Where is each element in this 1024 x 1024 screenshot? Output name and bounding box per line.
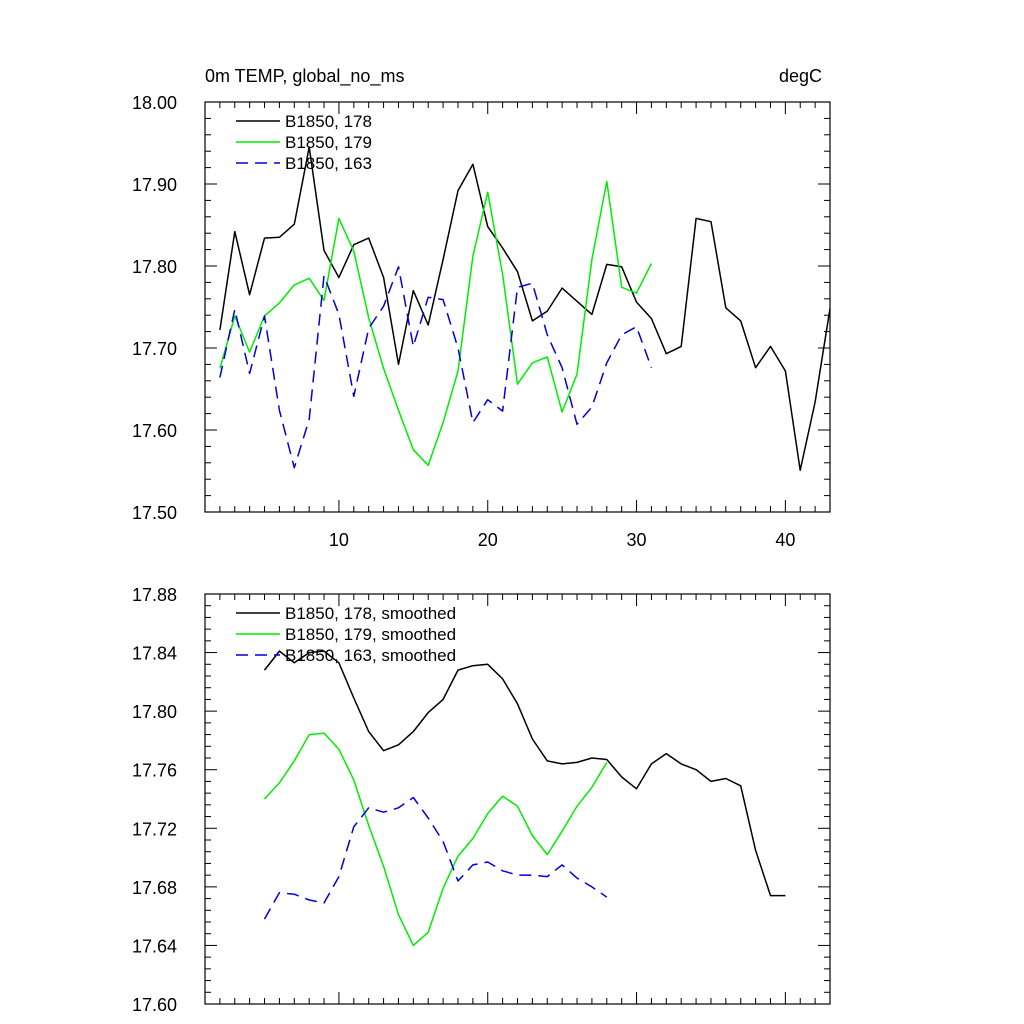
y-tick-label: 17.80 <box>132 257 177 277</box>
y-tick-label: 17.50 <box>132 503 177 523</box>
y-tick-label: 17.60 <box>132 421 177 441</box>
y-tick-label: 17.84 <box>132 644 177 664</box>
axis-layer: 17.60 17.64 17.68 17.72 17.76 17.80 17.84 17.88 <box>132 585 831 1015</box>
series-layer <box>263 650 786 947</box>
y-tick-label: 17.88 <box>132 585 177 605</box>
legend-label-2: B1850, 179 <box>285 133 372 152</box>
series-line-1 <box>263 650 786 897</box>
axis-layer: 10 20 30 40 17.50 17.60 17.70 17.80 17.90 18.00 <box>132 93 831 550</box>
y-tick-label: 18.00 <box>132 93 177 113</box>
series-line-2 <box>219 180 653 467</box>
legend-label-2: B1850, 179, smoothed <box>285 625 456 644</box>
series-line-2 <box>263 732 608 947</box>
y-tick-label: 17.68 <box>132 878 177 898</box>
top-panel: 0m TEMP, global_no_ms degC 10 20 30 40 17.50… <box>132 66 831 550</box>
legend-label-1: B1850, 178 <box>285 112 372 131</box>
series-line-3 <box>263 796 608 920</box>
x-tick-label: 20 <box>478 530 498 550</box>
series-line-1 <box>219 146 831 471</box>
legend-label-3: B1850, 163 <box>285 154 372 173</box>
y-tick-label: 17.76 <box>132 761 177 781</box>
units-label: degC <box>779 66 822 86</box>
y-tick-label: 17.80 <box>132 702 177 722</box>
y-tick-label: 17.72 <box>132 819 177 839</box>
y-tick-label: 17.64 <box>132 936 177 956</box>
legend-label-1: B1850, 178, smoothed <box>285 604 456 623</box>
x-tick-label: 30 <box>627 530 647 550</box>
y-tick-label: 17.70 <box>132 339 177 359</box>
legend: B1850, 178 B1850, 179 B1850, 163 <box>236 112 372 173</box>
chart-title: 0m TEMP, global_no_ms <box>205 66 404 87</box>
y-tick-label: 17.90 <box>132 175 177 195</box>
x-tick-label: 40 <box>775 530 795 550</box>
bottom-panel: 17.60 17.64 17.68 17.72 17.76 17.80 17.84 17.88… <box>132 585 831 1015</box>
legend: B1850, 178, smoothed B1850, 179, smoothed… <box>236 604 456 665</box>
x-tick-label: 10 <box>329 530 349 550</box>
series-layer <box>219 146 831 471</box>
legend-label-3: B1850, 163, smoothed <box>285 646 456 665</box>
y-tick-label: 17.60 <box>132 995 177 1015</box>
